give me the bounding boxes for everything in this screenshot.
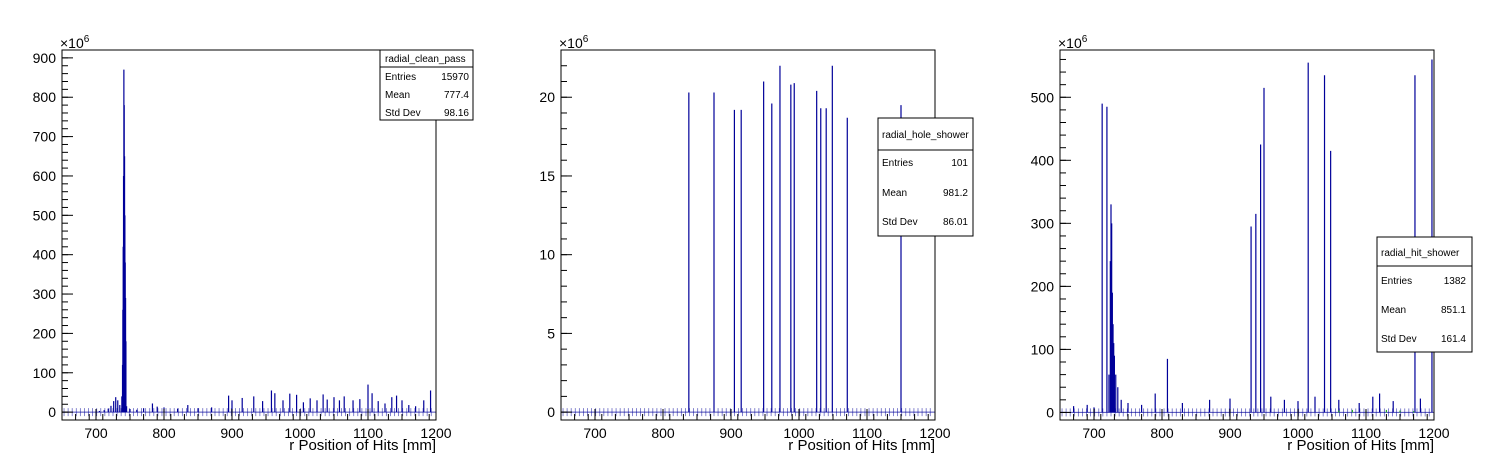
- x-tick-label: 1200: [919, 425, 950, 441]
- panel-radial-hit-shower: 0 100 200 300 400 500 700 800 900 1000 1100 1200 ×1…: [1031, 34, 1473, 454]
- x-tick-label: 700: [84, 425, 108, 441]
- svg-text:1382: 1382: [1444, 276, 1467, 287]
- svg-text:777.4: 777.4: [444, 90, 469, 101]
- y-tick-label: 900: [33, 50, 57, 66]
- x-axis-title: r Position of Hits [mm]: [788, 437, 935, 454]
- y-tick-label: 0: [48, 404, 56, 420]
- svg-text:Mean: Mean: [385, 90, 410, 101]
- svg-text:Mean: Mean: [1381, 305, 1406, 316]
- y-tick-label: 500: [1031, 89, 1055, 105]
- y-tick-label: 10: [539, 247, 555, 263]
- plot-frame: [1059, 49, 1435, 421]
- x-tick-label: 800: [651, 425, 675, 441]
- svg-text:86.01: 86.01: [943, 217, 968, 228]
- svg-text:Std Dev: Std Dev: [1381, 334, 1417, 345]
- panel-radial-hole-shower: 0 5 10 15 20 700 800 900 1000 1100 1200 ×106 r Pos…: [539, 34, 974, 454]
- svg-text:Entries: Entries: [385, 72, 416, 83]
- svg-text:Std Dev: Std Dev: [385, 108, 421, 119]
- svg-text:98.16: 98.16: [444, 108, 469, 119]
- x-axis-title: r Position of Hits [mm]: [289, 437, 436, 454]
- y-tick-label: 800: [33, 89, 57, 105]
- panel-radial-clean-pass: 0 100 200 300 400 500 600 700 800 900 700 800 900 100…: [33, 34, 474, 454]
- stats-box: radial_clean_pass Entries 15970 Mean 777…: [379, 49, 474, 121]
- svg-text:15970: 15970: [441, 72, 469, 83]
- x-tick-label: 1100: [353, 425, 383, 441]
- y-tick-label: 400: [33, 247, 57, 263]
- x-axis-title: r Position of Hits [mm]: [1287, 437, 1434, 454]
- svg-text:Entries: Entries: [882, 158, 913, 169]
- y-tick-label: 200: [33, 325, 57, 341]
- svg-text:radial_hit_shower: radial_hit_shower: [1381, 248, 1460, 259]
- y-tick-label: 100: [1031, 341, 1055, 357]
- x-tick-label: 900: [220, 425, 244, 441]
- y-tick-label: 300: [33, 286, 57, 302]
- svg-text:981.2: 981.2: [943, 188, 968, 199]
- y-tick-label: 300: [1031, 215, 1055, 231]
- x-tick-label: 1000: [1282, 425, 1313, 441]
- stats-box: radial_hit_shower Entries 1382 Mean 851.…: [1376, 236, 1473, 353]
- y-tick-label: 700: [33, 129, 57, 145]
- x-tick-label: 900: [1218, 425, 1242, 441]
- y-multiplier: ×106: [559, 34, 589, 51]
- y-tick-label: 400: [1031, 152, 1055, 168]
- x-tick-label: 1100: [1351, 425, 1381, 441]
- y-tick-label: 0: [547, 404, 555, 420]
- svg-text:radial_clean_pass: radial_clean_pass: [385, 54, 466, 65]
- y-tick-label: 15: [539, 168, 555, 184]
- x-tick-label: 700: [1082, 425, 1106, 441]
- x-tick-label: 800: [1150, 425, 1174, 441]
- y-tick-label: 200: [1031, 278, 1055, 294]
- svg-text:Std Dev: Std Dev: [882, 217, 918, 228]
- x-tick-label: 1200: [420, 425, 451, 441]
- y-tick-label: 5: [547, 325, 555, 341]
- x-tick-label: 1000: [783, 425, 814, 441]
- svg-text:101: 101: [951, 158, 968, 169]
- plot-frame: [61, 49, 437, 421]
- x-tick-label: 800: [152, 425, 176, 441]
- stats-box: radial_hole_shower Entries 101 Mean 981.…: [877, 117, 974, 237]
- svg-text:Entries: Entries: [1381, 276, 1412, 287]
- y-tick-label: 600: [33, 168, 57, 184]
- y-tick-label: 100: [33, 365, 57, 381]
- y-multiplier: ×106: [60, 34, 90, 51]
- y-tick-label: 0: [1046, 404, 1054, 420]
- svg-text:Mean: Mean: [882, 188, 907, 199]
- svg-text:161.4: 161.4: [1441, 334, 1466, 345]
- y-tick-label: 20: [539, 89, 555, 105]
- x-tick-label: 1200: [1418, 425, 1449, 441]
- y-multiplier: ×106: [1058, 34, 1088, 51]
- y-tick-label: 500: [33, 207, 57, 223]
- x-tick-label: 700: [583, 425, 607, 441]
- x-tick-label: 900: [719, 425, 743, 441]
- x-tick-label: 1100: [852, 425, 882, 441]
- svg-text:radial_hole_shower: radial_hole_shower: [882, 130, 969, 141]
- x-tick-label: 1000: [284, 425, 315, 441]
- svg-text:851.1: 851.1: [1441, 305, 1466, 316]
